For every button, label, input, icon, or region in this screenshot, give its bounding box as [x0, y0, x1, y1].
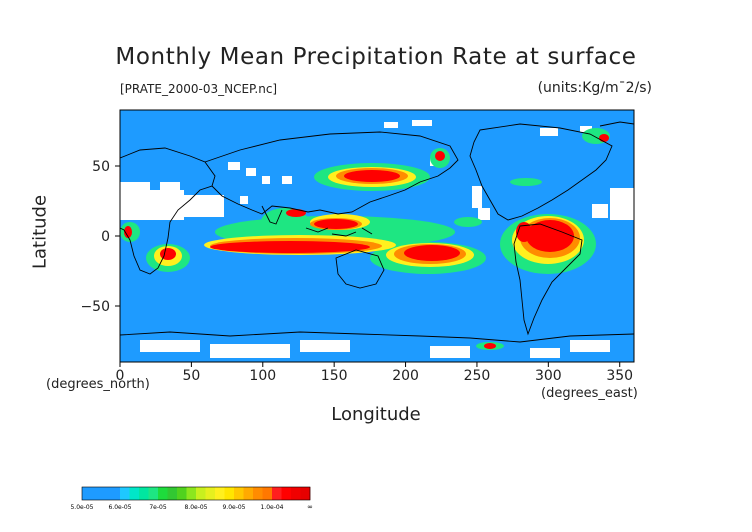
map-title: Monthly Mean Precipitation Rate at surfa…: [115, 44, 637, 70]
colorbar-label: 9.0e-05: [222, 504, 245, 511]
x-tick-label: 200: [392, 368, 419, 384]
x-tick-label: 150: [321, 368, 348, 384]
colorbar-swatch: [120, 487, 130, 500]
colorbar-swatch: [291, 487, 301, 500]
y-tick-label: 0: [101, 229, 110, 245]
y-axis-unit: (degrees_north): [46, 377, 150, 392]
colorbar-swatch: [205, 487, 216, 500]
colorbar-swatch: [129, 487, 140, 500]
colorbar: 5.0e-05 6.0e-05 7e-05 8.0e-05 9.0e-05 1.0e-04…: [70, 486, 313, 511]
x-tick-label: 0: [116, 368, 125, 384]
colorbar-label: 7e-05: [149, 504, 166, 511]
colorbar-swatch: [148, 487, 159, 500]
x-axis-ticks: 0 50 100 150 200 250 300 350: [116, 362, 633, 384]
colorbar-swatch: [186, 487, 197, 500]
colorbar-swatch: [224, 487, 235, 500]
coastlines: [120, 121, 634, 343]
field-band-red: [124, 134, 609, 349]
x-axis-unit: (degrees_east): [541, 386, 638, 401]
colorbar-swatch: [215, 487, 225, 500]
colorbar-label: 5.0e-05: [70, 504, 93, 511]
y-axis-label: Latitude: [29, 194, 51, 270]
colorbar-swatch: [91, 487, 102, 500]
colorbar-swatch: [158, 487, 168, 500]
y-tick-label: −50: [80, 299, 110, 315]
colorbar-label: 6.0e-05: [108, 504, 131, 511]
x-axis-label: Longitude: [331, 404, 421, 425]
colorbar-swatch: [82, 487, 92, 500]
colorbar-label: 8.0e-05: [184, 504, 207, 511]
colorbar-frame: [81, 486, 311, 501]
colorbar-swatch: [272, 487, 282, 500]
y-tick-label: 50: [92, 159, 110, 175]
dataset-filename: [PRATE_2000-03_NCEP.nc]: [120, 82, 278, 96]
field-layer: [120, 120, 634, 358]
colorbar-swatch: [196, 487, 206, 500]
colorbar-swatch: [101, 487, 111, 500]
x-tick-label: 50: [182, 368, 200, 384]
units-label: (units:Kg/m¯2/s): [537, 80, 652, 96]
colorbar-swatch: [281, 487, 292, 500]
x-tick-label: 300: [535, 368, 562, 384]
colorbar-swatch: [177, 487, 187, 500]
colorbar-swatch: [253, 487, 263, 500]
colorbar-swatch: [167, 487, 178, 500]
colorbar-swatch: [139, 487, 149, 500]
x-tick-label: 350: [606, 368, 633, 384]
colorbar-label: 1.0e-04: [260, 504, 283, 511]
colorbar-swatch: [110, 487, 121, 500]
colorbar-swatch: [300, 487, 311, 500]
colorbar-end-label: ∞: [307, 503, 313, 511]
colorbar-swatch: [243, 487, 254, 500]
colorbar-swatch: [234, 487, 244, 500]
x-tick-label: 100: [249, 368, 276, 384]
no-data-patches: [120, 120, 634, 358]
colorbar-swatch: [262, 487, 273, 500]
x-tick-label: 250: [464, 368, 491, 384]
y-axis-ticks: 50 0 −50: [80, 159, 120, 315]
